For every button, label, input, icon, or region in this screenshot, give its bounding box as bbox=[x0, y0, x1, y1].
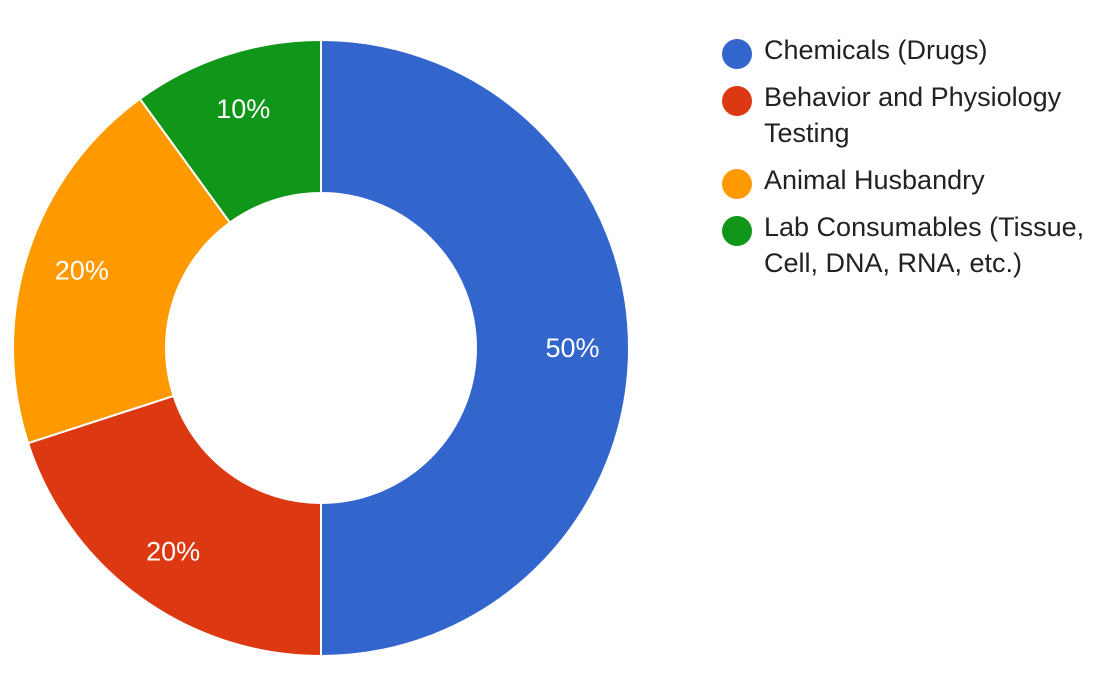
slice-label-husbandry: 20% bbox=[55, 255, 109, 285]
slice-behavior[interactable] bbox=[26, 394, 322, 658]
slice-chemicals[interactable] bbox=[320, 38, 630, 658]
legend-swatch-behavior bbox=[722, 86, 752, 116]
legend-label-husbandry-line-1: Animal Husbandry bbox=[764, 165, 985, 195]
chart-legend: Chemicals (Drugs) Behavior and Physiolog… bbox=[722, 32, 1107, 292]
donut-slices bbox=[12, 38, 630, 658]
legend-item-behavior[interactable]: Behavior and Physiology Testing bbox=[722, 79, 1107, 151]
slice-label-chemicals: 50% bbox=[545, 333, 599, 363]
legend-label-behavior-line-1: Behavior and Physiology bbox=[764, 82, 1062, 112]
legend-label-consumables-line-2: Cell, DNA, RNA, etc.) bbox=[764, 248, 1023, 278]
slice-labels: 50% 20% 20% 10% bbox=[55, 94, 600, 567]
legend-label-consumables-line-1: Lab Consumables (Tissue, bbox=[764, 212, 1085, 242]
slice-label-behavior: 20% bbox=[146, 536, 200, 566]
slice-consumables[interactable] bbox=[138, 38, 322, 224]
legend-label-chemicals-line-1: Chemicals (Drugs) bbox=[764, 35, 988, 65]
legend-item-chemicals[interactable]: Chemicals (Drugs) bbox=[722, 32, 1107, 69]
legend-label-behavior-line-2: Testing bbox=[764, 118, 850, 148]
legend-swatch-husbandry bbox=[722, 169, 752, 199]
slice-label-consumables: 10% bbox=[216, 94, 270, 124]
legend-swatch-consumables bbox=[722, 216, 752, 246]
legend-swatch-chemicals bbox=[722, 39, 752, 69]
slice-husbandry[interactable] bbox=[12, 97, 232, 445]
legend-item-consumables[interactable]: Lab Consumables (Tissue, Cell, DNA, RNA,… bbox=[722, 209, 1107, 281]
legend-item-husbandry[interactable]: Animal Husbandry bbox=[722, 162, 1107, 199]
